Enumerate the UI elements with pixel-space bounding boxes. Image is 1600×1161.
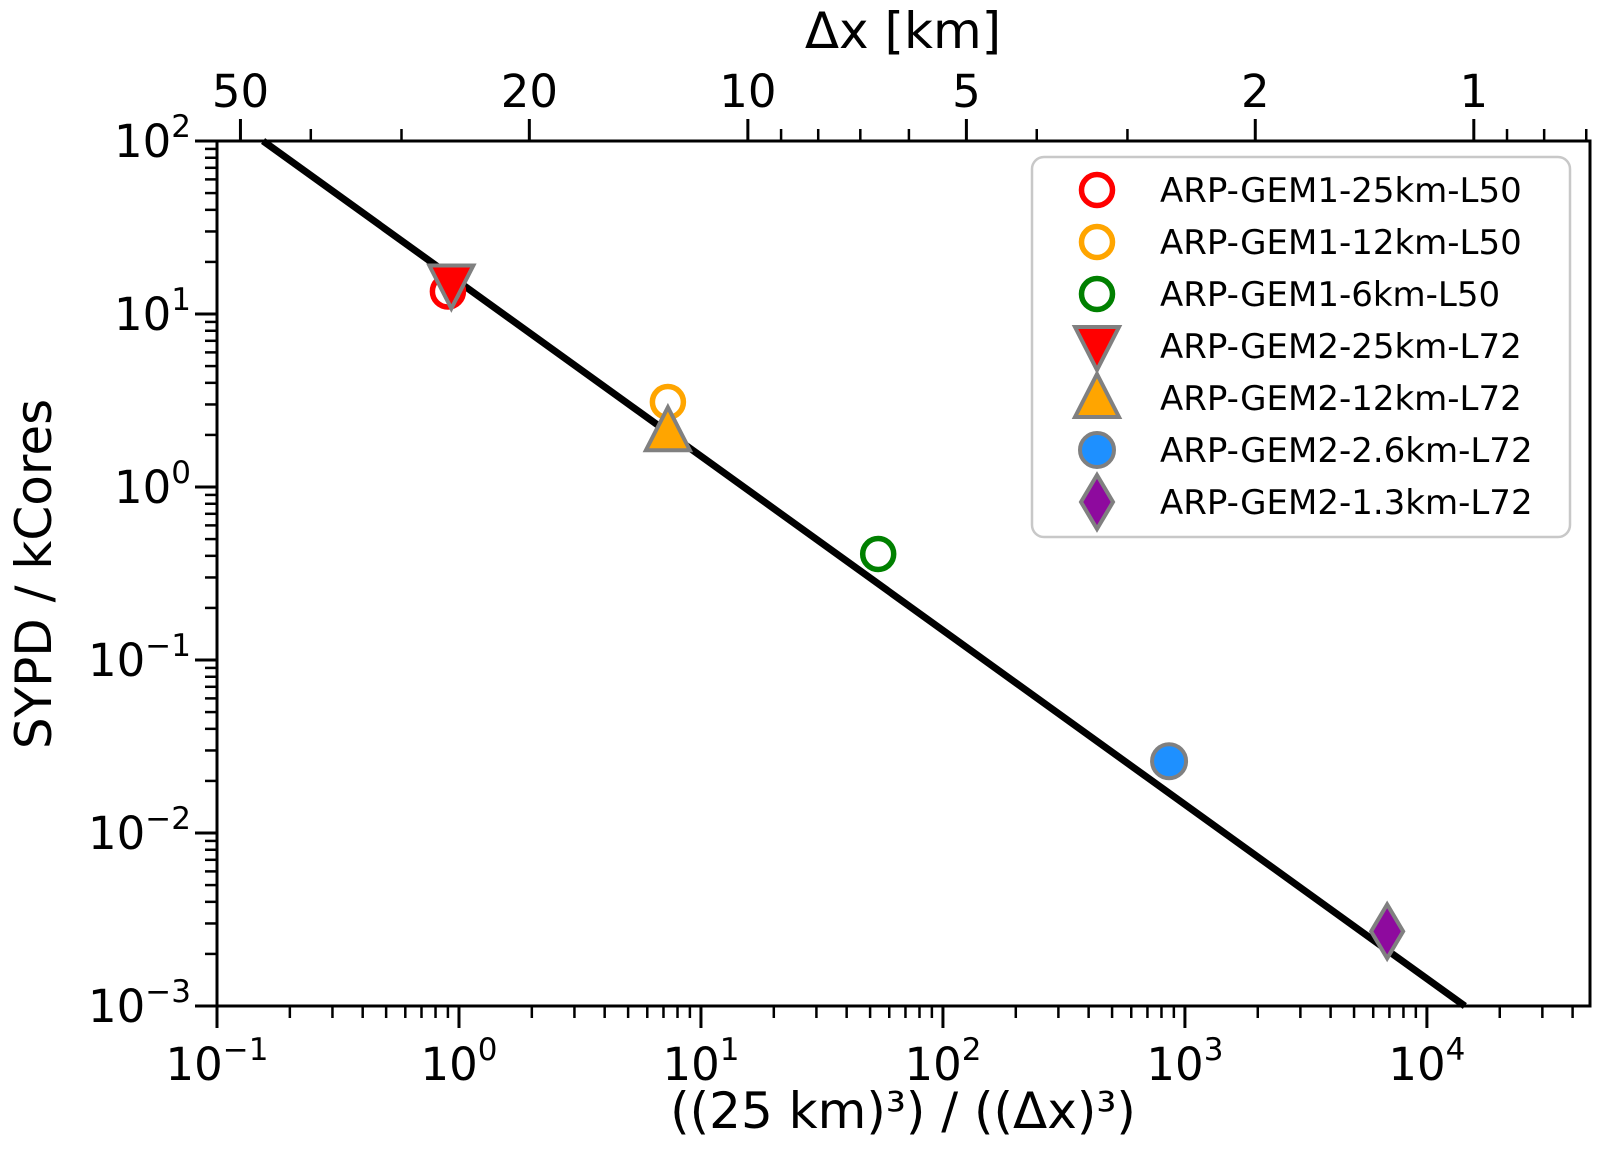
top-tick-label: 50 <box>212 65 269 118</box>
top-tick-label: 20 <box>501 65 558 118</box>
marker-triangle-down <box>1071 325 1123 375</box>
legend-entry: ARP-GEM1-6km-L50 <box>1078 275 1500 315</box>
marker-circle-open <box>1078 223 1116 261</box>
top-axis-label: Δx [km] <box>804 2 1002 60</box>
legend-marker <box>1078 275 1116 313</box>
legend-label: ARP-GEM2-2.6km-L72 <box>1160 431 1533 471</box>
marker-circle <box>1078 431 1116 469</box>
top-tick-label: 1 <box>1459 65 1488 118</box>
legend-entry: ARP-GEM2-2.6km-L72 <box>1078 431 1533 471</box>
top-tick-label: 10 <box>719 65 776 118</box>
y-axis-label: SYPD / kCores <box>5 398 63 750</box>
legend-label: ARP-GEM1-12km-L50 <box>1160 223 1522 263</box>
data-point <box>859 535 897 573</box>
marker-diamond <box>1078 471 1116 533</box>
data-point <box>1368 900 1406 963</box>
legend-label: ARP-GEM1-25km-L50 <box>1160 171 1522 211</box>
legend-marker <box>1078 223 1116 261</box>
x-tick-label: 101 <box>662 1032 739 1091</box>
marker-circle <box>1150 742 1189 781</box>
legend-entry: ARP-GEM2-1.3km-L72 <box>1078 471 1533 533</box>
legend-entry: ARP-GEM2-25km-L72 <box>1071 325 1522 375</box>
x-tick-label: 103 <box>1146 1032 1223 1091</box>
y-tick-label: 100 <box>114 455 191 514</box>
x-tick-label: 102 <box>904 1032 981 1091</box>
legend-marker <box>1078 171 1116 209</box>
marker-circle-open <box>859 535 897 573</box>
x-tick-label: 10−1 <box>166 1032 269 1091</box>
y-tick-label: 101 <box>114 282 191 341</box>
legend-marker <box>1078 431 1116 469</box>
legend-label: ARP-GEM2-25km-L72 <box>1160 327 1522 367</box>
y-tick-label: 102 <box>114 109 191 168</box>
ticks <box>195 119 1588 1028</box>
top-tick-label: 5 <box>952 65 981 118</box>
x-axis-label: ((25 km)³) / ((Δx)³) <box>670 1082 1136 1140</box>
x-tick-label: 104 <box>1388 1032 1465 1091</box>
legend-label: ARP-GEM2-1.3km-L72 <box>1160 483 1533 523</box>
legend-box <box>1030 155 1572 539</box>
marker-triangle-down <box>426 263 477 313</box>
marker-circle-open <box>1078 171 1116 209</box>
data-point <box>1150 742 1189 781</box>
legend-entry: ARP-GEM1-25km-L50 <box>1078 171 1522 211</box>
data-point <box>426 263 477 313</box>
legend-label: ARP-GEM1-6km-L50 <box>1160 275 1500 315</box>
x-tick-label: 100 <box>420 1032 497 1091</box>
legend-entry: ARP-GEM2-12km-L72 <box>1071 369 1522 419</box>
y-tick-label: 10−3 <box>88 974 191 1033</box>
marker-diamond <box>1368 900 1406 963</box>
legend-entry: ARP-GEM1-12km-L50 <box>1078 223 1522 263</box>
marker-triangle-up <box>642 402 694 453</box>
y-tick-label: 10−1 <box>88 628 191 687</box>
top-tick-label: 2 <box>1241 65 1270 118</box>
legend-label: ARP-GEM2-12km-L72 <box>1160 379 1522 419</box>
legend-marker <box>1071 325 1123 375</box>
marker-triangle-up <box>1071 369 1123 419</box>
legend-marker <box>1078 471 1116 533</box>
data-point <box>642 402 694 453</box>
plot-frame <box>215 139 1592 1008</box>
marker-circle-open <box>1078 275 1116 313</box>
legend-marker <box>1071 369 1123 419</box>
y-tick-label: 10−2 <box>88 801 191 860</box>
